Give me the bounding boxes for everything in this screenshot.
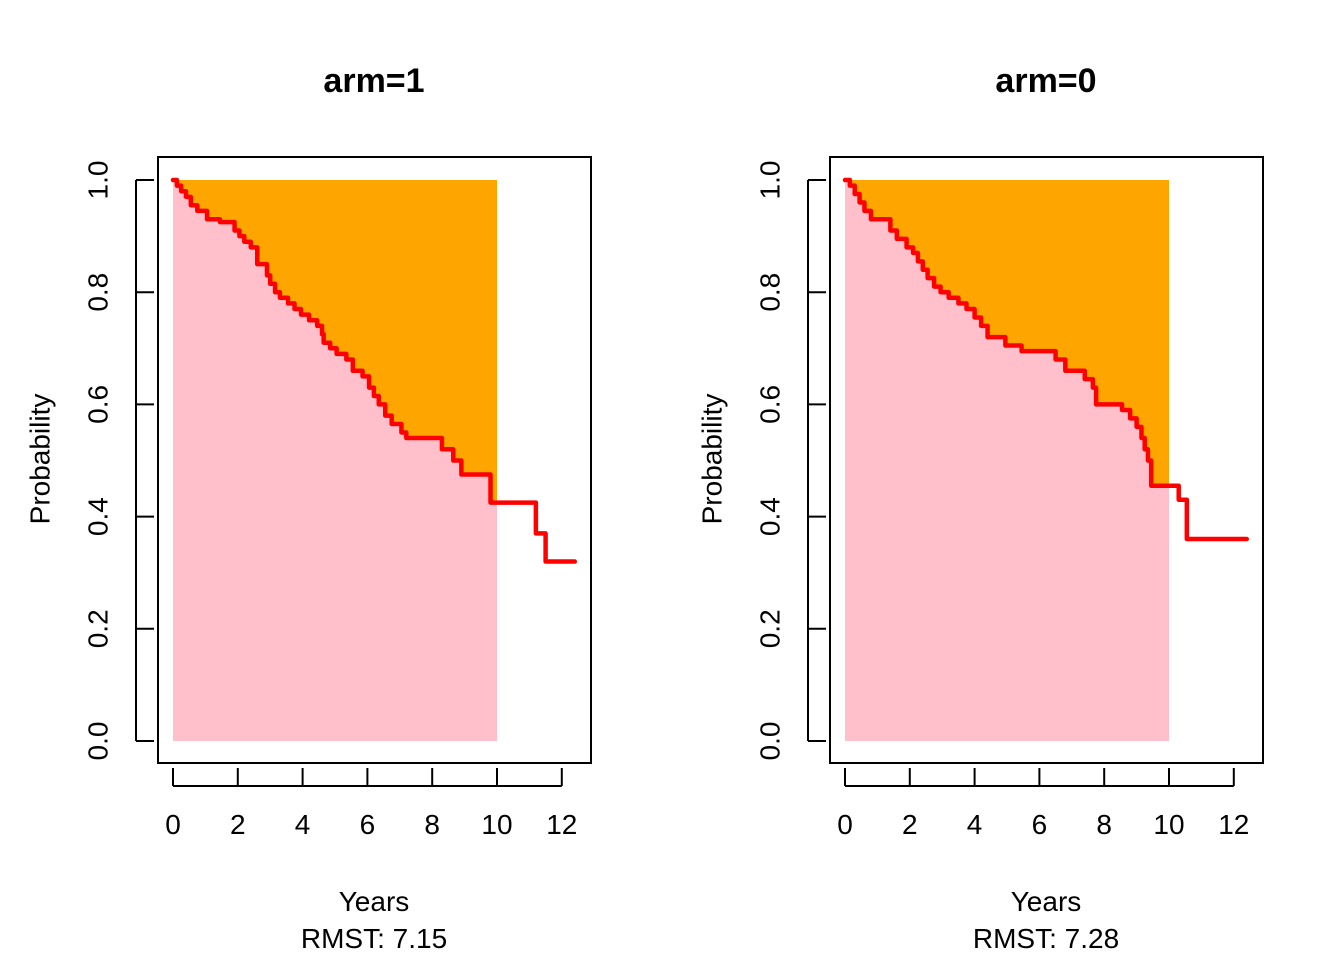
y-tick-label: 0.4: [755, 497, 786, 536]
x-tick-label: 12: [546, 809, 577, 840]
y-tick-label: 0.0: [755, 722, 786, 761]
y-tick-label: 1.0: [755, 161, 786, 200]
y-tick-label: 0.0: [83, 722, 114, 761]
x-tick-label: 6: [1032, 809, 1048, 840]
panel-arm-0: 0 2 4 6 8 10 12 0.0 0.2 0.4 0.6 0.8 1.0 arm=0 Years RMS…: [697, 62, 1264, 954]
y-tick-label: 0.4: [83, 497, 114, 536]
x-tick-label: 8: [424, 809, 440, 840]
x-tick-label: 4: [295, 809, 311, 840]
x-tick-label: 12: [1218, 809, 1249, 840]
area-under-curve: [845, 180, 1169, 741]
y-axis-label: Probability: [697, 394, 728, 525]
x-tick-label: 2: [902, 809, 918, 840]
y-tick-label: 0.6: [83, 385, 114, 424]
y-tick-label: 0.8: [83, 273, 114, 312]
panel-arm-1: 0 2 4 6 8 10 12 0.0 0.2 0.4 0.6 0.8 1.0 arm=1 Years RMS…: [25, 62, 592, 954]
y-axis-label: Probability: [25, 394, 56, 525]
y-tick-label: 0.2: [755, 609, 786, 648]
area-under-curve: [173, 180, 497, 741]
x-tick-label: 2: [230, 809, 246, 840]
x-tick-label: 0: [837, 809, 853, 840]
y-tick-label: 0.6: [755, 385, 786, 424]
x-tick-label: 4: [967, 809, 983, 840]
x-axis-label: Years: [339, 886, 410, 917]
y-tick-label: 0.8: [755, 273, 786, 312]
rmst-label: RMST: 7.15: [301, 923, 447, 954]
chart-title: arm=0: [995, 62, 1096, 100]
x-tick-label: 10: [481, 809, 512, 840]
y-tick-label: 0.2: [83, 609, 114, 648]
y-tick-label: 1.0: [83, 161, 114, 200]
x-tick-label: 8: [1096, 809, 1112, 840]
x-axis-label: Years: [1011, 886, 1082, 917]
rmst-label: RMST: 7.28: [973, 923, 1119, 954]
x-tick-label: 10: [1153, 809, 1184, 840]
survival-curve: [170, 177, 578, 564]
plot-box: [829, 156, 1264, 764]
x-tick-label: 0: [165, 809, 181, 840]
survival-curve: [842, 177, 1250, 542]
chart-title: arm=1: [323, 62, 424, 100]
x-tick-label: 6: [360, 809, 376, 840]
plot-box: [157, 156, 592, 764]
